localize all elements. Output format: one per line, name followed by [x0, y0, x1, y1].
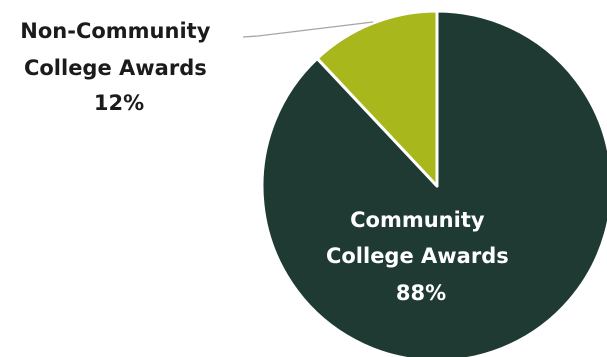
slice-value-noncommunity: 12% [94, 91, 144, 115]
slice-label-noncommunity: Non-Community College Awards 12% [20, 19, 217, 115]
slice-label-community-line-1: Community [350, 208, 485, 232]
pie-slice-noncommunity [315, 9, 439, 188]
pie-slices [260, 9, 607, 357]
slice-label-noncommunity-line-1: Non-Community [20, 19, 210, 43]
slice-label-community: Community College Awards 88% [326, 208, 516, 305]
slice-label-community-line-2: College Awards [326, 244, 509, 268]
slice-value-community: 88% [396, 281, 446, 305]
slice-label-noncommunity-line-2: College Awards [24, 56, 207, 80]
leader-line [242, 21, 374, 38]
